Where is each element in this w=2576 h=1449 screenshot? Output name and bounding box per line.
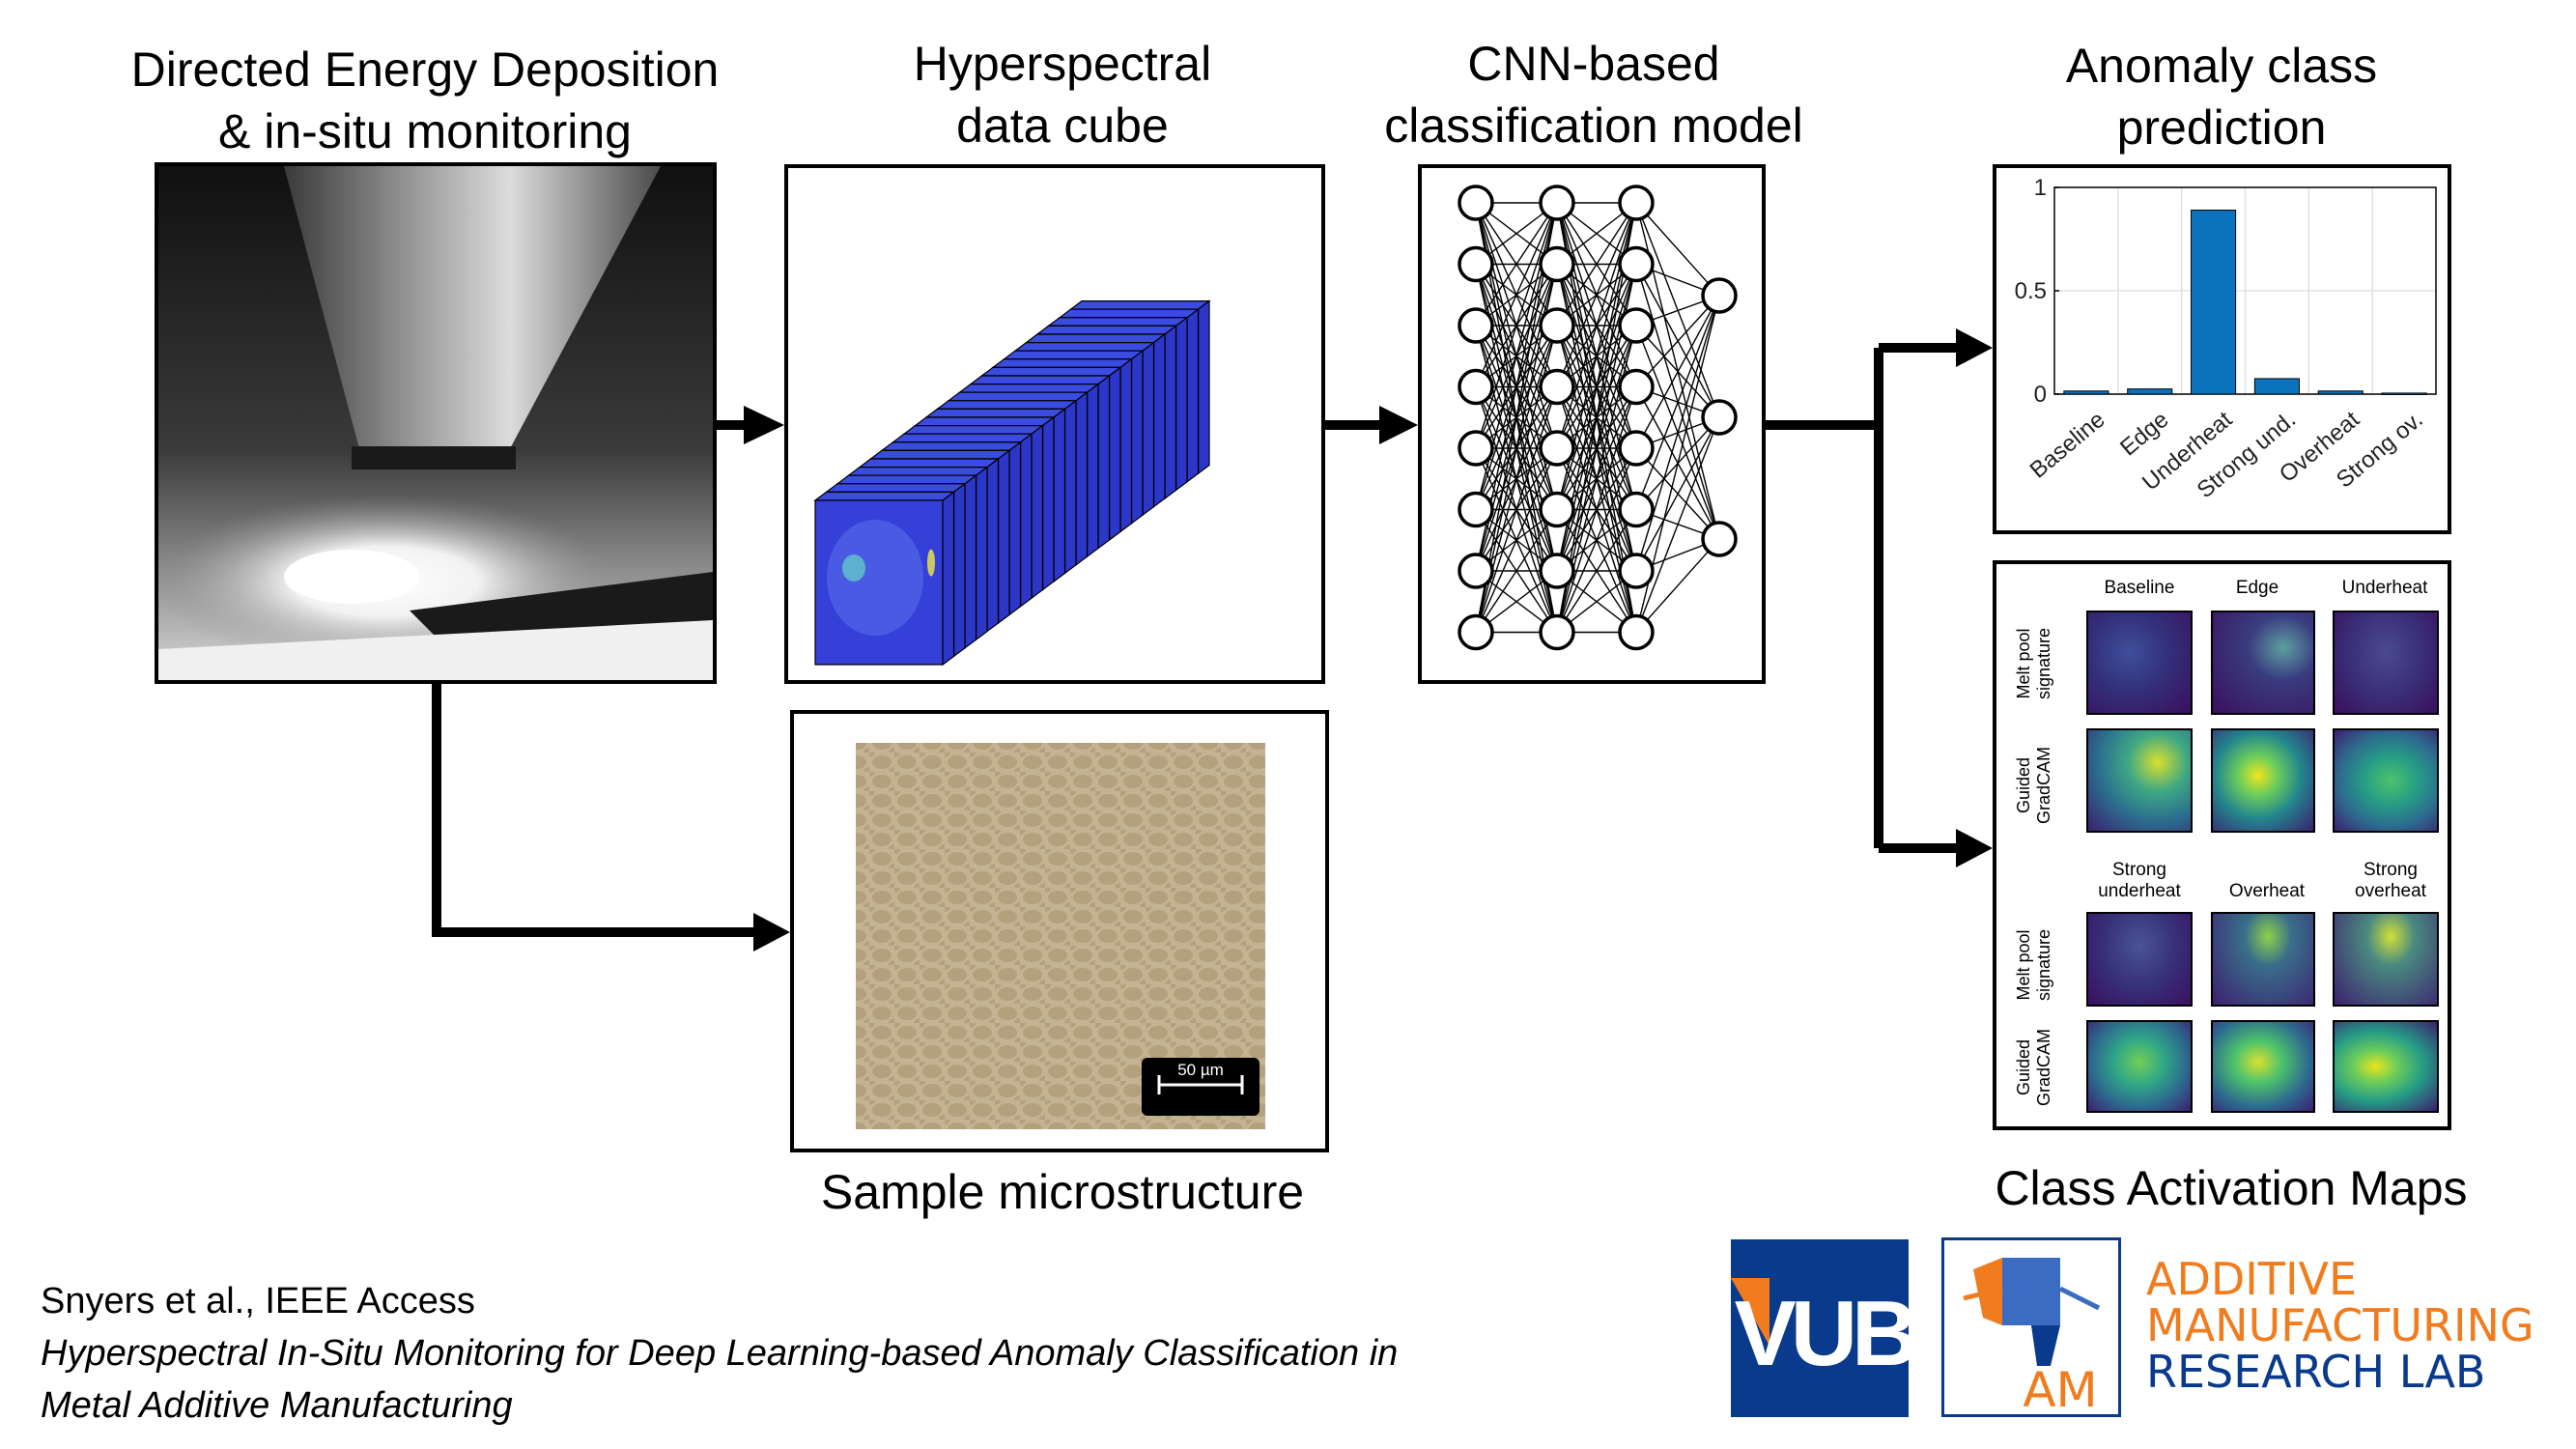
cam-header-strong-overheat: Strong overheat: [2355, 860, 2426, 901]
cnn-neuron: [1618, 553, 1655, 589]
cnn-neuron: [1539, 491, 1575, 528]
am-lab-logo: AM: [1941, 1237, 2121, 1418]
cnn-neuron: [1458, 613, 1494, 651]
citation-title-line1: Hyperspectral In-Situ Monitoring for Dee…: [41, 1333, 1399, 1374]
cube-box: [784, 164, 1325, 684]
cnn-neuron: [1618, 245, 1655, 283]
cnn-neuron: [1618, 613, 1655, 651]
cnn-neuron: [1458, 491, 1494, 528]
ded-title: Directed Energy Deposition & in-situ mon…: [130, 43, 720, 158]
microstructure-title: Sample microstructure: [820, 1165, 1305, 1219]
cnn-neuron: [1539, 430, 1575, 467]
lab-name-line2: MANUFACTURING: [2146, 1299, 2534, 1351]
cnn-title: CNN-based classification model: [1384, 37, 1803, 153]
cam-header-strong-underheat: Strong underheat: [2098, 860, 2181, 901]
cnn-neuron: [1539, 185, 1575, 221]
y-tick-label: 0: [2034, 382, 2047, 408]
cam-melt-edge: [2211, 611, 2315, 715]
cnn-neuron: [1458, 307, 1494, 344]
bar: [2253, 378, 2300, 395]
cam-header-edge: Edge: [2235, 578, 2279, 598]
cnn-box: [1418, 164, 1766, 684]
vub-logo: VUB: [1731, 1239, 1920, 1417]
cam-melt-baseline: [2086, 611, 2193, 715]
citation-title-line2: Metal Additive Manufacturing: [41, 1385, 513, 1426]
arrow-ded-to-microstructure: [432, 684, 753, 937]
cam-header-overheat: Overheat: [2228, 881, 2306, 901]
bar: [2381, 392, 2427, 395]
cnn-neuron: [1458, 430, 1494, 467]
citation: Snyers et al., IEEE Access Hyperspectral…: [41, 1275, 1683, 1432]
cube-title: Hyperspectral data cube: [913, 37, 1212, 153]
cnn-neuron: [1618, 430, 1655, 467]
ded-photo: [155, 162, 717, 684]
cnn-neuron: [1618, 368, 1655, 406]
scale-bar-label: 50 µm: [1177, 1061, 1224, 1079]
prediction-title: Anomaly class prediction: [2065, 39, 2378, 155]
bar: [2191, 210, 2237, 395]
ded-photo-image: [158, 166, 713, 680]
citation-authors: Snyers et al., IEEE Access: [41, 1281, 475, 1321]
cnn-neuron: [1458, 368, 1494, 406]
cnn-neuron: [1458, 553, 1494, 589]
cam-gradcam-underheat: [2333, 728, 2439, 833]
cam-title: Class Activation Maps: [1995, 1161, 2468, 1215]
cnn-neuron: [1539, 368, 1575, 406]
cnn-neuron: [1618, 491, 1655, 528]
vub-logo-text: VUB: [1735, 1282, 1909, 1385]
microstructure-image: 50 µm: [856, 743, 1265, 1129]
cnn-neuron: [1539, 307, 1575, 344]
cam-melt-overheat: [2211, 912, 2315, 1007]
bar: [2127, 388, 2173, 395]
y-tick-label: 0.5: [2015, 278, 2047, 304]
cnn-output-neuron: [1701, 277, 1738, 314]
bar: [2063, 390, 2109, 395]
cnn-neuron: [1618, 185, 1655, 221]
cam-melt-strong-overheat: [2333, 912, 2439, 1007]
am-logo-text: AM: [2023, 1362, 2097, 1414]
hyperspectral-cube: [813, 299, 1211, 667]
cam-gradcam-strong-underheat: [2086, 1020, 2193, 1113]
cnn-neuron: [1539, 553, 1575, 589]
cnn-neuron: [1539, 245, 1575, 283]
cube-front-signature: [827, 520, 923, 636]
y-tick-label: 1: [2034, 175, 2047, 201]
cnn-output-neuron: [1701, 521, 1738, 557]
lab-name-line1: ADDITIVE: [2146, 1253, 2358, 1305]
bar: [2317, 390, 2364, 395]
chart-box: 0 0.5 1 Baseline Edge Underheat Strong und. Ove…: [1993, 164, 2451, 534]
cam-melt-underheat: [2333, 611, 2439, 715]
cnn-neuron: [1618, 307, 1655, 344]
neural-network-diagram: [1458, 185, 1738, 651]
cam-header-underheat: Underheat: [2341, 578, 2428, 598]
cam-gradcam-edge: [2211, 728, 2315, 833]
cnn-output-neuron: [1701, 399, 1738, 436]
cnn-neuron: [1458, 185, 1494, 221]
cam-header-baseline: Baseline: [2104, 578, 2175, 598]
cam-gradcam-strong-overheat: [2333, 1020, 2439, 1113]
lab-name-line3: RESEARCH LAB: [2146, 1346, 2486, 1398]
cam-melt-strong-underheat: [2086, 912, 2193, 1007]
cnn-neuron: [1539, 613, 1575, 651]
cnn-neuron: [1458, 245, 1494, 283]
cam-box: Baseline Edge Underheat Melt pool signat…: [1993, 560, 2451, 1130]
cam-gradcam-overheat: [2211, 1020, 2315, 1113]
cam-gradcam-baseline: [2086, 728, 2193, 833]
microstructure-box: 50 µm: [790, 710, 1329, 1152]
